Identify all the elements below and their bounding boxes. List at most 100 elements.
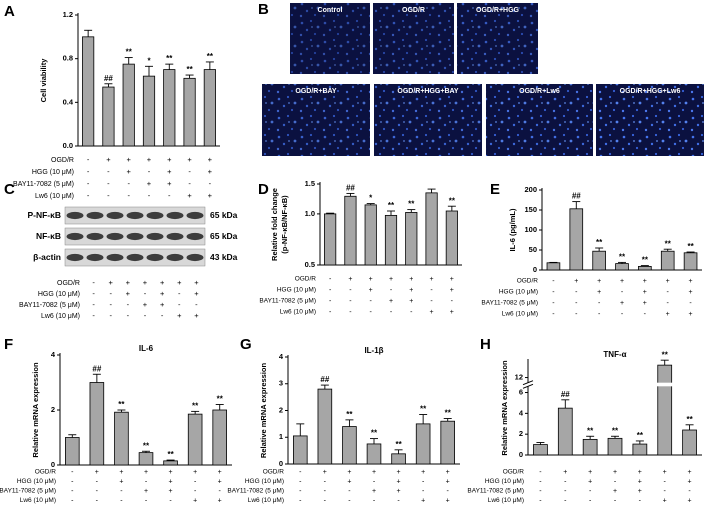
- bar: [657, 364, 673, 456]
- treatment-sign: -: [168, 191, 171, 200]
- treatment-sign: +: [187, 155, 192, 164]
- treatment-sign: -: [370, 298, 373, 305]
- axis-break-gap: [523, 382, 702, 387]
- bar: [203, 69, 216, 147]
- treatment-label: Lw6 (10 μM): [248, 497, 284, 504]
- blot-label: NF-κB: [36, 231, 61, 241]
- blot-size: 65 kDa: [210, 231, 238, 241]
- treatment-sign: +: [397, 488, 401, 495]
- blot-band: [166, 253, 184, 262]
- treatment-sign: -: [373, 497, 376, 504]
- treatment-label: HGG (10 μM): [38, 291, 80, 298]
- treatment-sign: +: [638, 478, 642, 485]
- y-tick-label: 4: [51, 350, 56, 359]
- bar: [344, 195, 357, 266]
- treatment-sign: +: [194, 289, 199, 298]
- significance: **: [642, 256, 649, 265]
- blot-band: [106, 232, 124, 241]
- y-axis-label: Relative mRNA expression: [500, 360, 509, 456]
- bar: [683, 252, 698, 271]
- treatment-sign: +: [689, 311, 693, 318]
- treatment-sign: -: [107, 167, 110, 176]
- treatment-label: BAY11-7082 (5 μM): [13, 181, 74, 188]
- bar: [592, 250, 606, 271]
- treatment-sign: +: [160, 289, 165, 298]
- bar: [65, 437, 80, 466]
- bar: [615, 263, 629, 271]
- treatment-sign: -: [71, 488, 74, 495]
- treatment-sign: +: [347, 469, 351, 476]
- treatment-sign: +: [450, 309, 454, 316]
- bar: [533, 444, 548, 456]
- blot-band: [66, 253, 84, 262]
- treatment-sign: -: [87, 167, 90, 176]
- y-axis-label: Relative mRNA expression: [31, 362, 40, 458]
- treatment-sign: -: [144, 311, 147, 320]
- blot-band: [86, 211, 104, 220]
- treatment-sign: +: [574, 278, 578, 285]
- treatment-sign: -: [575, 311, 578, 318]
- treatment-label: OGD/R: [295, 276, 317, 283]
- blot-band: [126, 253, 144, 262]
- treatment-sign: +: [430, 309, 434, 316]
- treatment-sign: +: [450, 287, 454, 294]
- blot-band: [126, 232, 144, 241]
- treatment-sign: +: [95, 469, 99, 476]
- treatment-sign: -: [96, 497, 99, 504]
- bar: [546, 262, 561, 271]
- treatment-sign: -: [194, 478, 197, 485]
- treatment-label: HGG (10 μM): [277, 287, 316, 294]
- bar: [569, 208, 584, 271]
- treatment-sign: -: [71, 469, 74, 476]
- significance: **: [612, 426, 619, 435]
- treatment-sign: -: [195, 300, 198, 309]
- treatment-sign: +: [563, 469, 567, 476]
- treatment-sign: -: [96, 488, 99, 495]
- treatment-sign: +: [169, 478, 173, 485]
- panel-letter: D: [258, 181, 269, 198]
- treatment-label: Lw6 (10 μM): [35, 193, 74, 200]
- bar: [163, 69, 176, 147]
- treatment-label: BAY11-7082 (5 μM): [0, 488, 56, 495]
- treatment-sign: -: [349, 298, 352, 305]
- blot-band: [146, 211, 164, 220]
- axis-break-mark: [522, 380, 534, 386]
- treatment-sign: -: [92, 289, 95, 298]
- treatment-sign: +: [347, 478, 351, 485]
- significance: **: [126, 48, 133, 57]
- treatment-sign: -: [688, 488, 691, 495]
- treatment-sign: -: [621, 289, 624, 296]
- treatment-sign: -: [92, 278, 95, 287]
- treatment-sign: -: [329, 287, 332, 294]
- treatment-sign: -: [127, 191, 130, 200]
- treatment-label: HGG (10 μM): [245, 478, 284, 485]
- treatment-sign: -: [188, 179, 191, 188]
- treatment-sign: +: [663, 469, 667, 476]
- treatment-sign: -: [209, 179, 212, 188]
- treatment-label: BAY11-7082 (5 μM): [19, 302, 80, 309]
- blot-band: [126, 211, 144, 220]
- bar: [142, 75, 156, 147]
- micrograph-cells: [262, 84, 370, 156]
- treatment-sign: -: [329, 309, 332, 316]
- bar: [293, 435, 308, 465]
- significance: ##: [561, 390, 570, 399]
- bar: [324, 213, 337, 266]
- y-tick-label: 0.8: [63, 54, 73, 63]
- treatment-sign: +: [397, 469, 401, 476]
- bar: [114, 411, 129, 466]
- blot-label: P-NF-κB: [27, 210, 61, 220]
- significance: **: [388, 201, 395, 210]
- y-tick-label: 0: [519, 450, 523, 459]
- treatment-sign: -: [664, 488, 667, 495]
- treatment-sign: -: [188, 167, 191, 176]
- treatment-label: Lw6 (10 μM): [20, 497, 56, 504]
- significance: **: [346, 410, 353, 419]
- y-axis-label: Cell viability: [39, 58, 48, 103]
- treatment-sign: -: [422, 488, 425, 495]
- treatment-sign: -: [552, 278, 555, 285]
- micrograph-cells: [290, 3, 370, 74]
- treatment-sign: +: [147, 179, 152, 188]
- treatment-sign: -: [127, 300, 130, 309]
- bar: [638, 265, 652, 271]
